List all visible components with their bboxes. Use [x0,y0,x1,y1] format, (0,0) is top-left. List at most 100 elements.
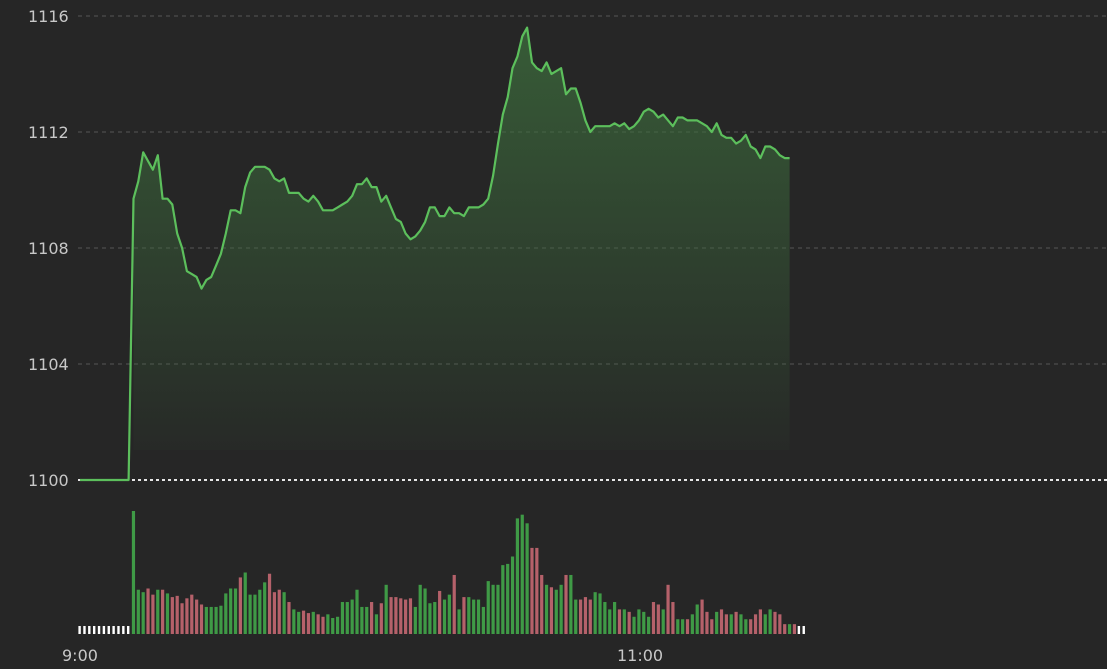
x-axis: 9:00 11:00 [62,646,663,665]
volume-bar [301,610,306,634]
volume-bar [467,597,471,634]
volume-bar [209,606,213,634]
volume-bar-placeholder [802,626,805,634]
volume-bar [112,626,115,634]
volume-bar [564,574,568,634]
volume-bar [700,599,704,634]
volume-bar [647,616,651,634]
y-tick-label: 1112 [28,123,69,142]
volume-bar [676,619,680,634]
volume-bar [510,556,515,634]
volume-bar [486,581,490,634]
volume-bar [365,606,369,634]
volume-bar [651,602,656,634]
volume-bar [627,611,631,634]
volume-bar [481,606,485,634]
volume-bar [433,602,437,634]
volume-bar [491,584,495,634]
volume-bar [253,594,257,634]
volume-bar [360,606,364,634]
volume-bar [316,614,320,634]
volume-bar [540,574,544,634]
y-axis: 1116 1112 1108 1104 1100 [28,7,69,490]
volume-bar [457,609,461,634]
volume-bar [642,611,646,634]
y-tick-label: 1100 [28,471,69,490]
y-tick-label: 1108 [28,239,69,258]
volume-bar [229,588,233,634]
volume-bar [83,626,86,634]
volume-bar [613,602,617,634]
volume-bar [787,624,792,634]
volume-bar [350,599,354,634]
volume-bar [370,602,374,634]
volume-bar [544,584,549,634]
volume-bar [535,547,539,634]
volume-bar [554,589,558,634]
volume-bar [778,614,782,634]
volume-bar [637,609,641,634]
volume-bar [263,582,267,634]
volume-bar [603,602,607,634]
volume-bar [190,594,194,634]
volume-bar [792,624,797,634]
volume-bar [355,589,359,634]
volume-bar [617,609,622,634]
volume-bar [413,606,417,634]
volume-bar [165,593,170,634]
volume-bar [496,584,500,634]
volume-bar [151,594,155,634]
volume-bar [399,598,403,634]
volume-bar [763,614,767,634]
volume-bar [248,594,252,634]
volume-bar [622,609,626,634]
volume-bar [156,589,160,634]
volume-bar [588,599,592,634]
volume-bar [233,588,238,634]
volume-bar [418,584,422,634]
volume-bar [408,598,413,634]
volume-bar [685,619,690,634]
volume-bar [117,626,120,634]
volume-bar [744,619,748,634]
volume-bar [272,592,276,634]
volume-bar [224,593,228,634]
volume-bar [598,593,602,634]
volume-bar [136,589,140,634]
volume-bar [719,609,724,634]
volume-bar [335,616,340,634]
volume-bar [170,597,174,634]
volume-bar [472,599,476,634]
volume-bar [690,614,694,634]
volume-bar [452,574,456,634]
volume-bar [661,609,665,634]
volume-bar [525,523,529,634]
volume-bar [331,618,335,634]
volume-bar [734,611,738,634]
volume-bar [666,584,670,634]
volume-bar [753,614,758,634]
volume-bar [277,589,281,634]
volume-bar [578,599,583,634]
volume-bar [681,619,685,634]
x-tick-label: 9:00 [62,646,98,665]
volume-bar [768,609,772,634]
y-tick-label: 1104 [28,355,69,374]
volume-bar [374,614,379,634]
y-tick-label: 1116 [28,7,69,26]
volume-bar [593,592,597,634]
volume-bar [583,597,588,634]
volume-bar [569,574,573,634]
volume-bar [78,626,81,634]
volume-bar [321,616,325,634]
volume-bar [92,626,96,634]
volume-bar [476,599,481,634]
volume-bar [520,514,524,634]
volume-bar [729,614,733,634]
volume-bar [773,611,777,634]
volume-bar [384,584,388,634]
volume-bar [88,626,91,634]
volume-bar [724,614,728,634]
volume-bar [404,599,408,634]
